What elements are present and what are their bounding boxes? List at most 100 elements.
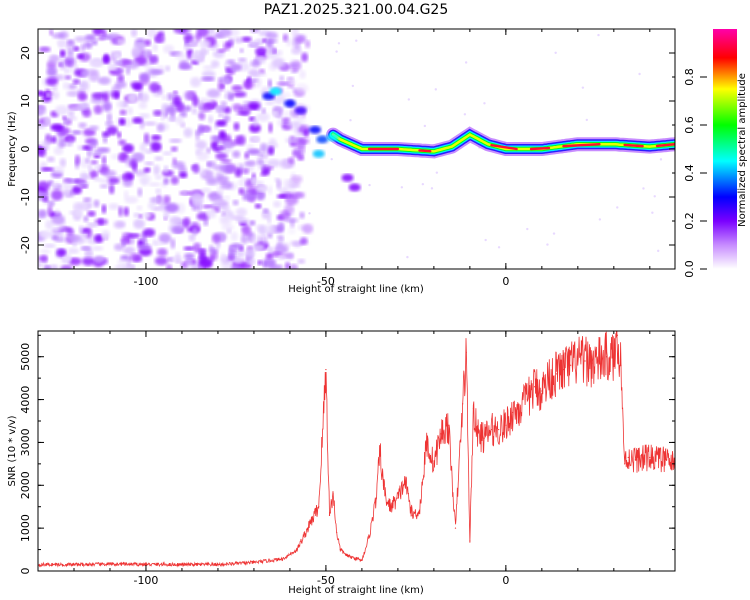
spectrogram-noise-blob bbox=[231, 85, 243, 92]
spectrogram-noise-dot bbox=[423, 124, 427, 128]
spectrogram-noise-blob bbox=[279, 75, 285, 82]
spectrogram-noise-blob bbox=[50, 135, 57, 144]
colorbar-tick-label: 0.0 bbox=[683, 260, 696, 278]
spectrogram-noise-blob bbox=[80, 69, 89, 78]
spectrogram-noise-blob bbox=[268, 122, 273, 134]
spectrogram-noise-blob bbox=[252, 243, 265, 252]
spectrogram-noise-blob bbox=[289, 263, 299, 269]
spectrogram-noise-blob bbox=[108, 183, 115, 195]
spectrogram-noise-blob bbox=[199, 48, 207, 57]
snr-data-point bbox=[307, 527, 309, 529]
spectrogram-noise-blob bbox=[291, 149, 301, 158]
snr-data-point bbox=[346, 555, 349, 557]
snr-data-point bbox=[73, 563, 75, 566]
spectrogram-noise-blob bbox=[285, 37, 293, 47]
spectrogram-noise-blob bbox=[266, 216, 272, 224]
spectrogram-noise-blob bbox=[169, 216, 181, 225]
snr-data-point bbox=[418, 510, 421, 512]
spectrogram-noise-blob bbox=[112, 38, 118, 44]
spectrogram-noise-blob bbox=[188, 233, 196, 242]
spectrogram-noise-blob bbox=[183, 90, 195, 100]
spectrogram-noise-blob bbox=[138, 113, 151, 119]
spectrogram-noise-blob bbox=[271, 110, 279, 116]
spectrogram-noise-blob bbox=[40, 249, 51, 254]
spectrogram-noise-dot bbox=[585, 118, 589, 122]
spectrogram-noise-blob bbox=[305, 39, 311, 49]
spectrogram-noise-blob bbox=[150, 134, 162, 141]
spectrogram-noise-blob bbox=[133, 218, 145, 229]
spectrogram-noise-blob bbox=[294, 132, 304, 137]
snr-data-point bbox=[498, 428, 500, 431]
snr-panel: -100 -50 0 0 1000 2000 3000 4000 5000 Height of … bbox=[7, 330, 676, 596]
spectrogram-noise-blob bbox=[38, 180, 50, 192]
spectrogram-noise-blob bbox=[45, 219, 54, 230]
spectrogram-noise-blob bbox=[210, 196, 224, 202]
spectrogram-noise-blob bbox=[117, 74, 125, 83]
spectrogram-noise-dot bbox=[337, 42, 341, 45]
spectrogram-noise-blob bbox=[138, 174, 152, 184]
spectrogram-noise-blob bbox=[59, 158, 67, 168]
spectrogram-noise-blob bbox=[74, 209, 83, 217]
spectrogram-noise-blob bbox=[302, 129, 309, 137]
spectrogram-noise-blob bbox=[113, 220, 126, 229]
spectrogram-noise-blob bbox=[148, 82, 161, 93]
spectrogram-noise-blob bbox=[230, 264, 242, 269]
spectrogram-noise-blob bbox=[273, 143, 279, 148]
spectrogram-noise-blob bbox=[152, 43, 158, 52]
spectrogram-noise-blob bbox=[61, 115, 67, 120]
snr-data-point bbox=[462, 403, 464, 405]
spectrogram-noise-blob bbox=[275, 49, 283, 57]
snr-data-point bbox=[447, 424, 449, 426]
spectrogram-noise-blob bbox=[240, 233, 249, 245]
spectrogram-noise-blob bbox=[256, 158, 264, 165]
snr-data-point bbox=[181, 563, 183, 566]
spectrogram-noise-blob bbox=[133, 42, 146, 49]
spectrogram-noise-blob bbox=[83, 215, 89, 223]
spectrogram-noise-blob bbox=[200, 170, 206, 176]
spectrogram-noise-blob bbox=[79, 81, 87, 89]
snr-data-point bbox=[649, 456, 651, 459]
spectrogram-noise-blob bbox=[114, 60, 124, 66]
spectrogram-ridge-core bbox=[529, 146, 551, 151]
spectrogram-noise-blob bbox=[126, 107, 134, 115]
spectrogram-noise-blob bbox=[48, 54, 60, 64]
spectrogram-noise-blob bbox=[76, 53, 85, 59]
spectrogram-noise-blob bbox=[115, 80, 127, 89]
spectrogram-noise-blob bbox=[57, 249, 66, 257]
spectrogram-noise-blob bbox=[257, 259, 263, 266]
snr-data-point bbox=[526, 398, 529, 401]
spectrogram-noise-blob bbox=[92, 29, 104, 36]
spectrogram-noise-blob bbox=[233, 257, 244, 264]
spectrogram-noise-blob bbox=[276, 194, 287, 199]
spectrogram-noise-blob bbox=[143, 121, 157, 126]
spectrogram-noise-dot bbox=[659, 158, 663, 161]
spectrogram-noise-blob bbox=[154, 256, 168, 266]
spectrogram-noise-dot bbox=[368, 183, 371, 187]
snr-ytick-label: 4000 bbox=[19, 386, 32, 414]
snr-data-point bbox=[217, 563, 219, 566]
spectrogram-noise-blob bbox=[114, 264, 129, 269]
spectrogram-noise-blob bbox=[129, 236, 135, 245]
spectrogram-noise-blob bbox=[182, 217, 191, 228]
spectrogram-noise-blob bbox=[272, 200, 281, 208]
spectrogram-noise-blob bbox=[45, 77, 59, 86]
spectrogram-noise-blob bbox=[217, 48, 226, 53]
spectrogram-noise-blob bbox=[255, 47, 268, 57]
spectrogram-noise-blob bbox=[248, 78, 259, 83]
spectrogram-noise-blob bbox=[137, 243, 152, 251]
spectrogram-noise-dot bbox=[351, 84, 355, 88]
spectrogram-noise-blob bbox=[84, 41, 93, 50]
spectrogram-noise-blob bbox=[241, 168, 250, 175]
spectrogram-noise-blob bbox=[201, 70, 216, 79]
spectrogram-noise-blob bbox=[256, 112, 270, 122]
spectrogram-noise-blob bbox=[223, 195, 231, 200]
spectrogram-noise-dot bbox=[421, 182, 425, 186]
spectrogram-noise-blob bbox=[117, 131, 122, 139]
spectrogram-noise-blob bbox=[117, 258, 129, 267]
spectrogram-noise-blob bbox=[279, 159, 290, 170]
spectrogram-noise-blob bbox=[170, 238, 176, 250]
spectrogram-noise-blob bbox=[76, 181, 89, 188]
spectrogram-noise-blob bbox=[190, 77, 202, 88]
spectrogram-noise-blob bbox=[67, 234, 81, 242]
